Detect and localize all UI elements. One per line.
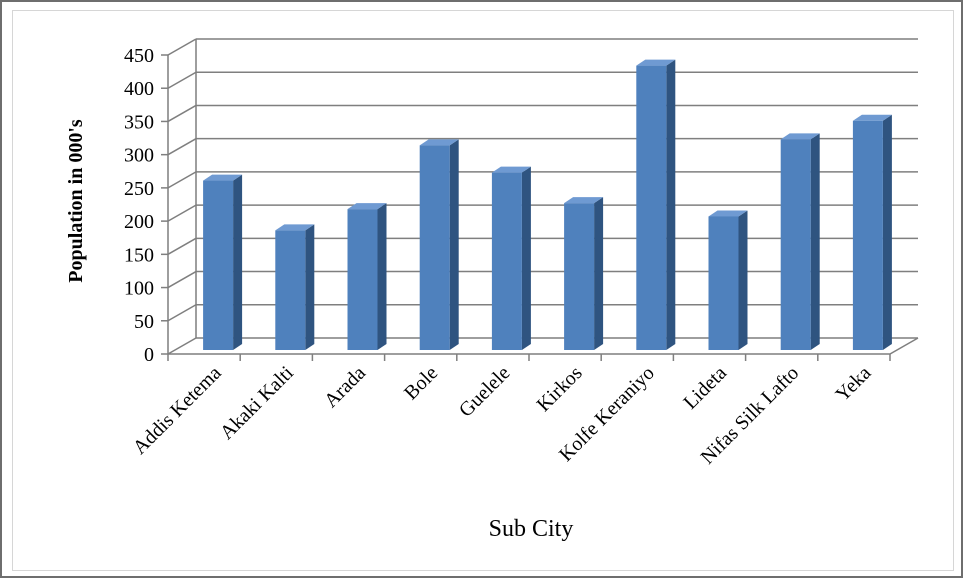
gridline-diagonal — [167, 237, 197, 255]
gridline-diagonal — [167, 104, 197, 123]
bar — [636, 59, 676, 351]
bar — [419, 139, 459, 350]
bar-front — [780, 139, 811, 350]
chart-area-border — [12, 10, 954, 571]
bar-top — [564, 197, 604, 204]
bar — [275, 224, 315, 350]
y-tick-label: 350 — [124, 111, 154, 133]
x-tick-label: Arada — [320, 362, 370, 412]
bar-top — [708, 210, 748, 217]
bar — [203, 174, 243, 350]
y-tick-labels: 0 50 100 150 200 250 300 350 400 450 — [124, 45, 154, 366]
bars — [203, 59, 892, 351]
x-tick-label: Guelele — [455, 362, 515, 422]
x-tick-label: Bole — [400, 362, 442, 404]
bar-side — [377, 203, 387, 350]
bar-side — [449, 139, 459, 350]
gridline-diagonal — [167, 138, 197, 156]
bar-side — [666, 59, 676, 351]
axes — [161, 39, 919, 361]
y-tick-label: 250 — [124, 178, 154, 200]
gridline-diagonal — [167, 204, 197, 222]
bar-top — [780, 133, 820, 140]
x-tick-label: Addis Ketema — [129, 362, 226, 459]
bar-top — [636, 59, 676, 66]
bar — [347, 203, 387, 350]
bar — [708, 210, 748, 350]
gridline-diagonal — [167, 38, 197, 56]
bar — [491, 166, 531, 350]
bar-side — [521, 166, 531, 350]
bar-front — [852, 120, 883, 351]
bar-side — [738, 210, 748, 350]
y-tick-label: 450 — [124, 45, 154, 67]
bar — [852, 114, 892, 351]
bar-side — [810, 133, 820, 350]
bar-front — [636, 65, 667, 351]
bar-side — [594, 197, 604, 350]
y-tick-label: 0 — [144, 344, 154, 366]
bar-top — [852, 114, 892, 121]
bar-front — [275, 230, 306, 350]
bar-top — [347, 203, 387, 210]
y-tick-label: 150 — [124, 244, 154, 266]
bar-top — [275, 224, 315, 231]
y-tick-label: 200 — [124, 211, 154, 233]
bar — [564, 197, 604, 350]
bar-side — [882, 114, 892, 351]
gridline-diagonal — [167, 270, 197, 289]
bar-top — [419, 139, 459, 146]
x-tick-label: Kirkos — [533, 362, 587, 416]
gridline-diagonal — [167, 304, 197, 322]
x-tick-label: Lideta — [679, 362, 731, 414]
y-axis-label: Population in 000's — [65, 119, 87, 283]
y-tick-label: 300 — [124, 145, 154, 167]
bar-front — [564, 203, 595, 350]
gridline-diagonal — [167, 71, 197, 89]
bar-front — [491, 172, 522, 350]
bar — [780, 133, 820, 350]
bar-side — [305, 224, 315, 350]
bar-front — [347, 209, 378, 350]
bar-top — [203, 174, 243, 181]
bar-front — [708, 216, 739, 350]
bar-front — [419, 145, 450, 350]
y-tick-label: 100 — [124, 278, 154, 300]
x-tick-label: Yeka — [831, 362, 875, 406]
gridline-diagonal — [167, 171, 197, 189]
y-tick-label: 50 — [134, 311, 154, 333]
x-axis-label: Sub City — [489, 516, 574, 542]
bar-top — [491, 166, 531, 173]
x-tick-label: Akaki Kalti — [216, 362, 298, 444]
gridline-diagonal — [167, 337, 197, 355]
bar-side — [233, 174, 243, 350]
y-tick-label: 400 — [124, 78, 154, 100]
bar-front — [203, 180, 234, 350]
